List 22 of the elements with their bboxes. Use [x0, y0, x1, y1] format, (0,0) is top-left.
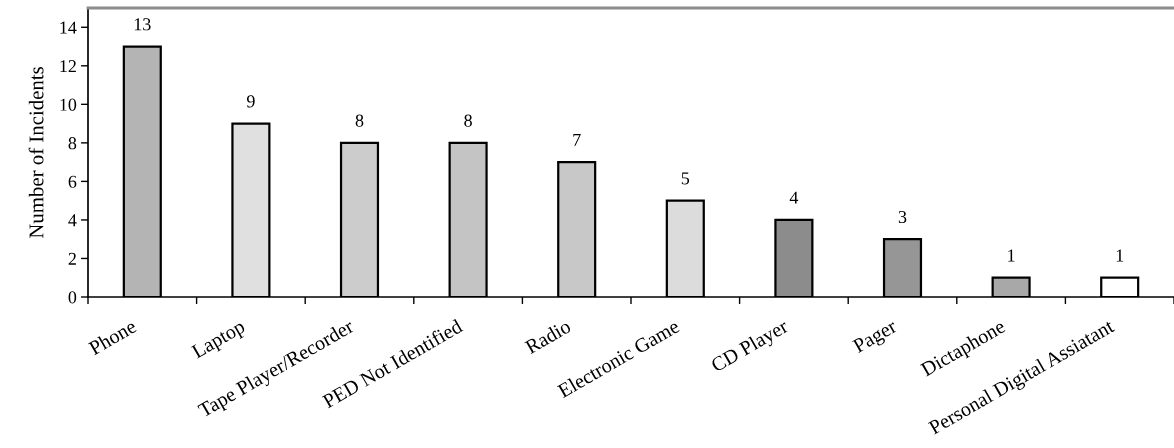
data-label: 4	[789, 191, 799, 204]
data-label: 13	[134, 18, 151, 31]
data-label: 8	[355, 114, 364, 127]
data-label: 8	[464, 114, 472, 127]
data-label: 5	[681, 172, 690, 185]
y-tick-label: 0	[68, 291, 77, 304]
data-label: 1	[1116, 249, 1124, 262]
y-tick-label: 14	[60, 21, 77, 34]
y-tick-label: 4	[68, 214, 77, 227]
y-tick-label: 6	[68, 175, 77, 188]
data-label: 1	[1008, 249, 1015, 262]
data-label: 7	[573, 133, 581, 146]
y-tick-label: 12	[60, 60, 76, 73]
data-label: 3	[898, 210, 907, 224]
y-tick-label: 8	[68, 137, 77, 150]
y-axis-title: Number of Incidents	[28, 67, 44, 239]
x-tick-label: Pager	[852, 318, 900, 357]
data-label: 9	[246, 95, 255, 108]
x-tick-label: CD Player	[709, 318, 792, 376]
x-tick-label: Phone	[87, 318, 138, 356]
y-tick-label: 10	[60, 98, 77, 111]
y-tick-label: 2	[68, 252, 76, 265]
